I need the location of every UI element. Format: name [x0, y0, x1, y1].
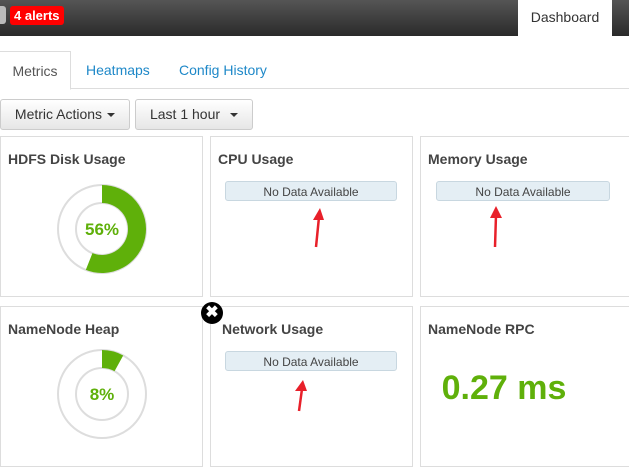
- no-data-message: No Data Available: [225, 351, 397, 371]
- dashboard-nav-item[interactable]: Dashboard: [518, 0, 612, 36]
- close-icon[interactable]: ✖: [201, 302, 223, 324]
- tab-bar: Metrics Heatmaps Config History: [0, 51, 629, 90]
- widget-title: CPU Usage: [218, 151, 294, 167]
- caret-down-icon: [107, 113, 116, 118]
- widget-hdfs-disk-usage[interactable]: HDFS Disk Usage 56%: [0, 136, 203, 297]
- red-arrow-annotation: [490, 206, 502, 248]
- donut-chart: 8%: [57, 349, 147, 439]
- no-data-message: No Data Available: [436, 181, 610, 201]
- widget-title: Memory Usage: [428, 151, 528, 167]
- widget-title: Network Usage: [222, 321, 324, 337]
- time-range-label: Last 1 hour: [149, 106, 221, 122]
- red-arrow-annotation: [313, 208, 324, 248]
- tab-heatmaps[interactable]: Heatmaps: [86, 62, 150, 78]
- widget-cpu-usage[interactable]: CPU Usage No Data Available: [210, 136, 413, 297]
- rpc-value: 0.27 ms: [441, 369, 567, 407]
- donut-percent-label: 56%: [85, 220, 119, 239]
- widget-namenode-heap[interactable]: NameNode Heap 8%: [0, 306, 203, 467]
- metric-actions-button[interactable]: Metric Actions: [0, 99, 130, 130]
- time-range-dropdown[interactable]: Last 1 hour: [135, 99, 253, 130]
- red-arrow-annotation: [295, 380, 307, 412]
- no-data-message: No Data Available: [225, 181, 397, 201]
- status-badge[interactable]: [0, 6, 6, 24]
- alerts-badge[interactable]: 4 alerts: [10, 6, 64, 25]
- donut-chart: 56%: [57, 184, 147, 274]
- donut-fill-arc: [85, 185, 146, 273]
- widget-memory-usage[interactable]: Memory Usage No Data Available: [420, 136, 629, 297]
- donut-percent-label: 8%: [90, 385, 115, 404]
- widget-namenode-rpc[interactable]: NameNode RPC 0.27 ms: [420, 306, 629, 467]
- donut-fill-arc: [101, 350, 124, 372]
- widget-title: NameNode Heap: [8, 321, 120, 337]
- widget-title: NameNode RPC: [428, 321, 535, 337]
- tab-config-history[interactable]: Config History: [179, 62, 267, 78]
- top-navbar: 4 alerts Dashboard: [0, 0, 629, 36]
- widget-title: HDFS Disk Usage: [8, 151, 126, 167]
- metric-actions-label: Metric Actions: [14, 106, 103, 122]
- widget-network-usage[interactable]: Network Usage No Data Available: [210, 306, 413, 467]
- tab-metrics[interactable]: Metrics: [0, 51, 71, 90]
- caret-down-icon: [230, 113, 239, 118]
